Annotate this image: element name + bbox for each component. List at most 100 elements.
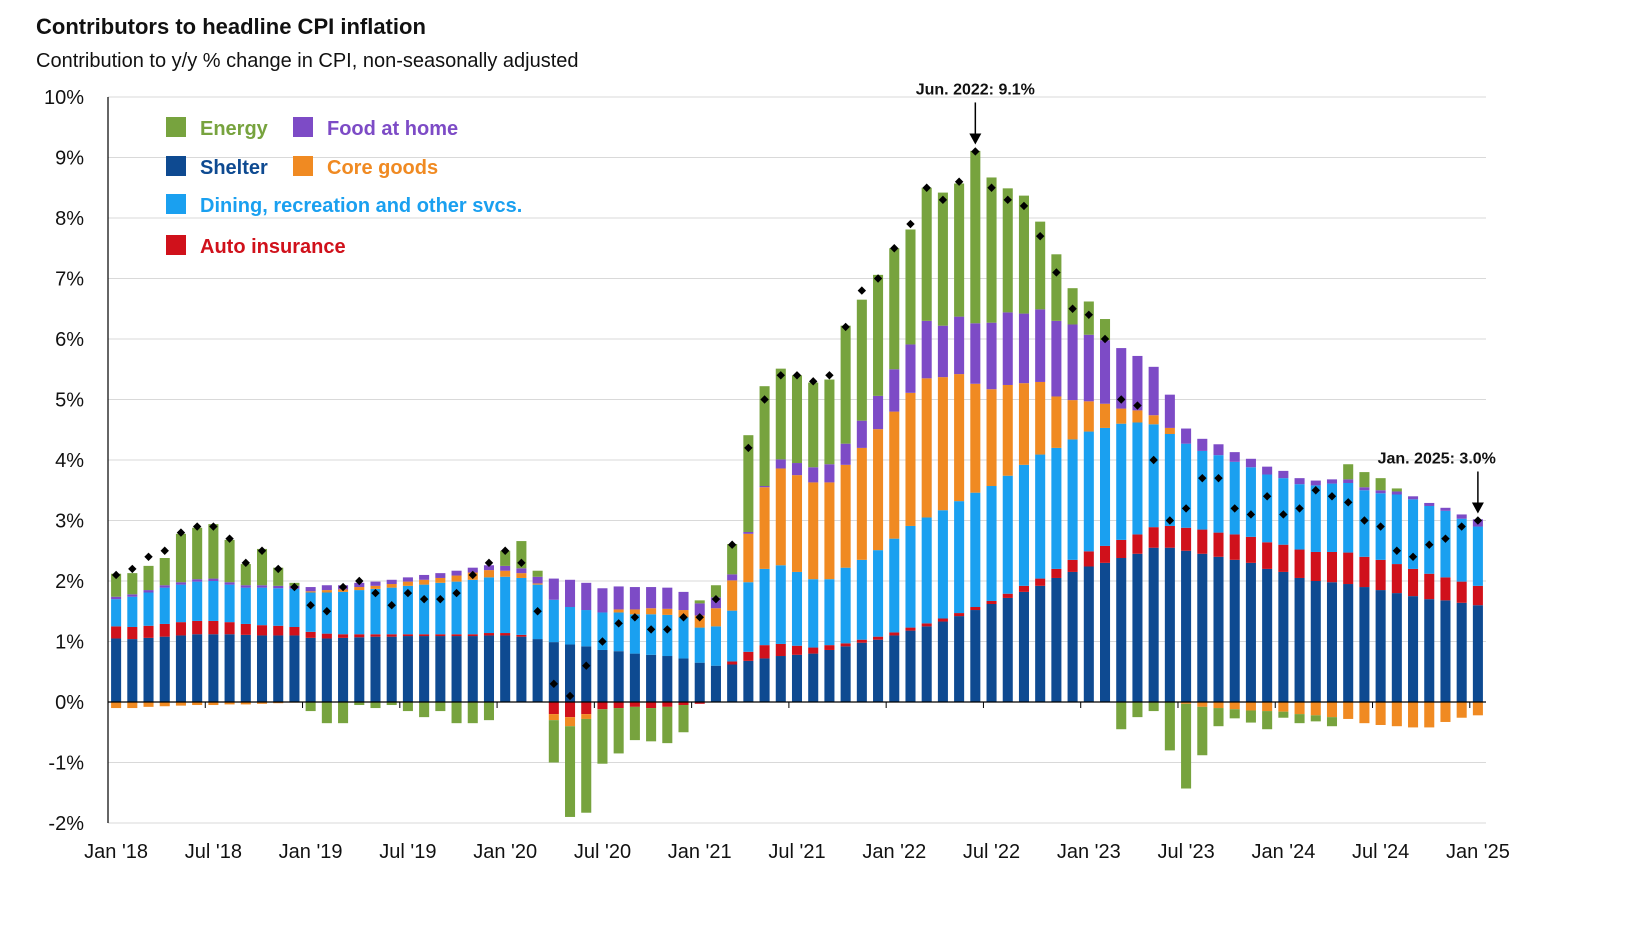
bar-segment-dining-recreation-and-other-svcs (775, 565, 786, 644)
headline-cpi-point (306, 601, 315, 610)
bar-segment-core-goods (921, 378, 932, 518)
bar-segment-shelter (727, 664, 738, 702)
bar-segment-food-at-home (1424, 502, 1435, 506)
bar-segment-auto-insurance (1148, 527, 1159, 548)
x-tick-label: Jan '25 (1446, 841, 1510, 863)
bar-segment-auto-insurance (435, 634, 446, 637)
bar-segment-auto-insurance (694, 702, 705, 704)
bar-segment-dining-recreation-and-other-svcs (500, 576, 511, 634)
bar-segment-core-goods (1083, 401, 1094, 432)
bar-segment-shelter (256, 635, 268, 702)
bar-segment-food-at-home (808, 467, 819, 483)
bar-segment-dining-recreation-and-other-svcs (159, 587, 170, 624)
legend-swatch (166, 194, 186, 214)
bar-segment-energy (305, 702, 316, 712)
bar-segment-core-goods (240, 702, 251, 705)
bar-segment-core-goods (451, 575, 462, 582)
bar-segment-energy (1132, 702, 1143, 718)
bar-segment-auto-insurance (581, 702, 592, 715)
bar-segment-food-at-home (791, 463, 803, 476)
bar-segment-auto-insurance (937, 618, 948, 622)
bar-segment-food-at-home (1083, 334, 1094, 402)
x-tick-label: Jan '20 (473, 841, 537, 863)
headline-cpi-point (727, 540, 737, 549)
bar-segment-shelter (954, 616, 965, 702)
headline-cpi-point (209, 522, 218, 531)
bar-segment-auto-insurance (1229, 534, 1240, 560)
headline-cpi-point (452, 588, 461, 598)
x-tick-label: Jul '23 (1158, 841, 1215, 863)
bar-segment-shelter (1359, 587, 1370, 702)
bar-segment-shelter (759, 658, 770, 702)
bar-segment-core-goods (159, 702, 170, 707)
bar-segment-core-goods (1472, 702, 1483, 716)
bar-segment-dining-recreation-and-other-svcs (451, 581, 462, 635)
bar-segment-energy (710, 585, 721, 598)
bar-segment-energy (970, 150, 981, 324)
bar-segment-food-at-home (856, 420, 867, 448)
bar-segment-auto-insurance (289, 626, 300, 636)
bar-segment-food-at-home (840, 443, 851, 465)
bar-segment-shelter (175, 635, 186, 702)
bar-segment-dining-recreation-and-other-svcs (889, 538, 900, 633)
bar-segment-dining-recreation-and-other-svcs (338, 591, 349, 635)
bar-segment-core-goods (662, 608, 673, 615)
bar-segment-auto-insurance (1164, 525, 1175, 548)
headline-cpi-point (614, 619, 623, 628)
bar-segment-food-at-home (516, 568, 527, 574)
bar-segment-food-at-home (143, 590, 154, 593)
bar-segment-auto-insurance (208, 620, 219, 635)
bar-segment-shelter (1278, 571, 1289, 702)
bar-segment-shelter (1343, 584, 1354, 702)
bar-segment-dining-recreation-and-other-svcs (1408, 499, 1419, 569)
bar-segment-auto-insurance (662, 702, 673, 707)
bar-segment-dining-recreation-and-other-svcs (597, 612, 608, 650)
bar-segment-dining-recreation-and-other-svcs (1391, 494, 1402, 565)
bar-segment-energy (1116, 702, 1127, 730)
bar-segment-food-at-home (1035, 309, 1046, 382)
bar-segment-energy (743, 435, 754, 532)
bar-segment-shelter (1408, 596, 1419, 703)
headline-cpi-point (1198, 473, 1207, 483)
bar-segment-core-goods (419, 579, 430, 585)
bar-segment-energy (127, 573, 138, 595)
bar-segment-core-goods (483, 570, 494, 578)
bar-segment-shelter (1116, 558, 1127, 702)
x-tick-label: Jul '24 (1352, 841, 1409, 863)
headline-cpi-point (598, 637, 607, 646)
bar-segment-food-at-home (1359, 487, 1370, 491)
headline-cpi-point (176, 528, 186, 537)
bar-segment-food-at-home (175, 582, 186, 585)
bar-segment-auto-insurance (1132, 534, 1143, 554)
bar-segment-dining-recreation-and-other-svcs (1472, 526, 1483, 586)
bar-segment-food-at-home (1391, 491, 1402, 495)
bar-segment-food-at-home (1229, 452, 1240, 462)
bar-segment-auto-insurance (1197, 529, 1208, 554)
bar-segment-auto-insurance (451, 634, 462, 637)
headline-cpi-point (403, 588, 413, 598)
bar-segment-energy (1294, 714, 1305, 724)
bar-segment-energy (954, 183, 965, 317)
legend: Energy Food at home Shelter Core goods Dinin… (166, 117, 522, 258)
bar-segment-dining-recreation-and-other-svcs (224, 584, 235, 623)
headline-cpi-point (1441, 534, 1450, 543)
bar-segment-food-at-home (775, 459, 786, 469)
headline-cpi-point (257, 546, 267, 555)
bar-segment-core-goods (1245, 702, 1256, 711)
bar-segment-energy (1035, 221, 1046, 310)
bar-segment-auto-insurance (1359, 556, 1370, 588)
headline-cpi-point (1019, 201, 1029, 211)
headline-cpi-point (1052, 268, 1061, 277)
bar-segment-auto-insurance (986, 600, 997, 604)
bar-segment-dining-recreation-and-other-svcs (1294, 484, 1305, 550)
bar-segment-energy (516, 541, 527, 569)
bar-segment-energy (856, 299, 867, 421)
bar-segment-dining-recreation-and-other-svcs (694, 627, 705, 663)
bar-segment-shelter (1132, 553, 1143, 702)
headline-cpi-point (1100, 334, 1110, 344)
bar-segment-shelter (1181, 550, 1192, 702)
headline-cpi-point (371, 588, 380, 598)
bar-segment-energy (354, 702, 365, 706)
bar-segment-food-at-home (743, 531, 754, 534)
legend-swatch (293, 156, 313, 176)
